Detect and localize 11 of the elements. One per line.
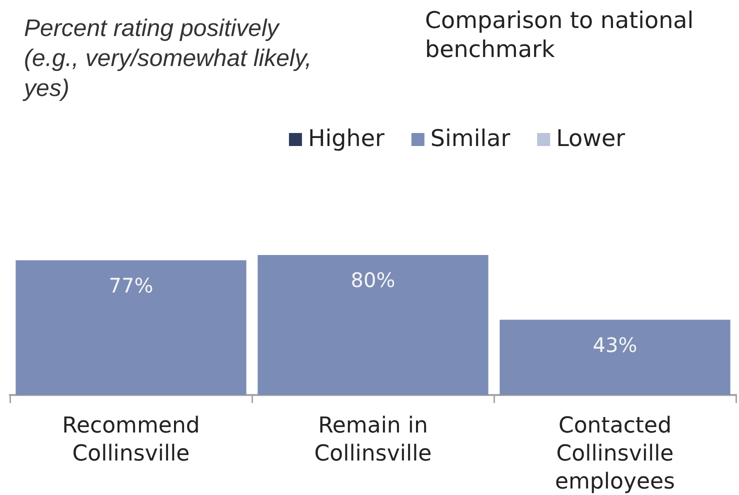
data-label: 80% xyxy=(350,268,396,292)
chart-title: Percent rating positively (e.g., very/somewhat likely, yes) xyxy=(22,15,312,102)
x-tick-label: Remain in Collinsville xyxy=(314,414,432,467)
legend-title: Comparison to national benchmark xyxy=(425,8,694,63)
x-tick-label: Recommend Collinsville xyxy=(62,414,200,467)
data-label: 77% xyxy=(108,273,154,298)
legend-label: Higher xyxy=(308,126,385,152)
x-tick-label: Contacted Collinsville employees xyxy=(554,414,676,495)
legend-label: Similar xyxy=(430,126,511,152)
legend-label: Lower xyxy=(556,126,626,152)
data-label: 43% xyxy=(592,332,638,357)
